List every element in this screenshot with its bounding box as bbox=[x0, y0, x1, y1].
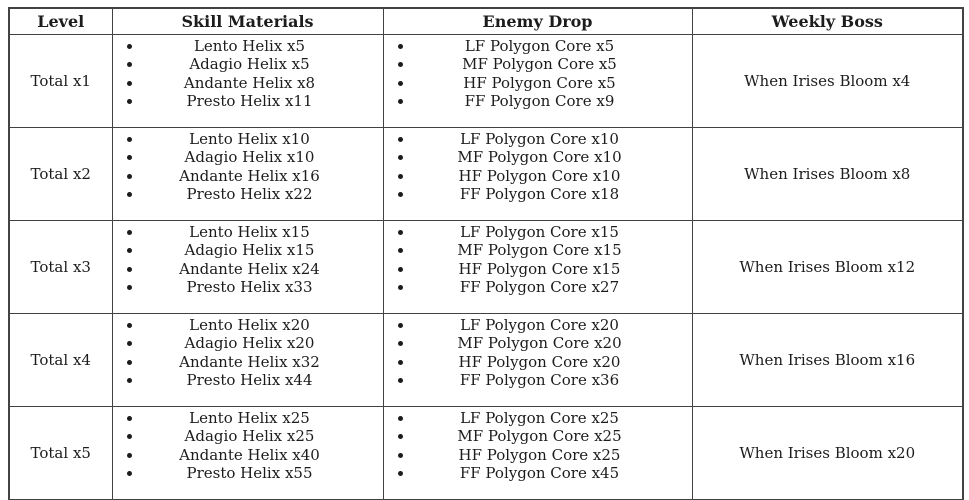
list-item: Andante Helix x40 bbox=[143, 446, 383, 465]
list-item: Presto Helix x33 bbox=[143, 278, 383, 297]
list-item: Lento Helix x25 bbox=[143, 409, 383, 428]
enemy-drop-list: LF Polygon Core x15 MF Polygon Core x15 … bbox=[384, 223, 692, 297]
weekly-boss-cell: When Irises Bloom x12 bbox=[691, 219, 964, 314]
list-item: Adagio Helix x5 bbox=[143, 55, 383, 74]
list-item: LF Polygon Core x10 bbox=[414, 130, 692, 149]
column-header-skill-materials: Skill Materials bbox=[111, 7, 384, 35]
skill-materials-cell: Lento Helix x20 Adagio Helix x20 Andante… bbox=[111, 312, 384, 407]
level-cell: Total x2 bbox=[8, 126, 113, 221]
list-item: FF Polygon Core x18 bbox=[414, 185, 692, 204]
enemy-drop-cell: LF Polygon Core x25 MF Polygon Core x25 … bbox=[382, 405, 693, 500]
list-item: HF Polygon Core x25 bbox=[414, 446, 692, 465]
list-item: MF Polygon Core x20 bbox=[414, 334, 692, 353]
weekly-boss-cell: When Irises Bloom x4 bbox=[691, 33, 964, 128]
enemy-drop-cell: LF Polygon Core x15 MF Polygon Core x15 … bbox=[382, 219, 693, 314]
list-item: MF Polygon Core x10 bbox=[414, 148, 692, 167]
column-header-weekly-boss: Weekly Boss bbox=[691, 7, 964, 35]
table-row: Total x5 Lento Helix x25 Adagio Helix x2… bbox=[8, 405, 964, 500]
table-row: Total x3 Lento Helix x15 Adagio Helix x1… bbox=[8, 219, 964, 314]
list-item: MF Polygon Core x5 bbox=[414, 55, 692, 74]
weekly-boss-cell: When Irises Bloom x20 bbox=[691, 405, 964, 500]
level-materials-table: Level Skill Materials Enemy Drop Weekly … bbox=[8, 7, 964, 500]
skill-materials-cell: Lento Helix x5 Adagio Helix x5 Andante H… bbox=[111, 33, 384, 128]
skill-materials-list: Lento Helix x15 Adagio Helix x15 Andante… bbox=[113, 223, 383, 297]
list-item: LF Polygon Core x20 bbox=[414, 316, 692, 335]
list-item: Lento Helix x10 bbox=[143, 130, 383, 149]
column-header-enemy-drop: Enemy Drop bbox=[382, 7, 693, 35]
enemy-drop-cell: LF Polygon Core x10 MF Polygon Core x10 … bbox=[382, 126, 693, 221]
list-item: Adagio Helix x10 bbox=[143, 148, 383, 167]
enemy-drop-list: LF Polygon Core x5 MF Polygon Core x5 HF… bbox=[384, 37, 692, 111]
table-row: Total x2 Lento Helix x10 Adagio Helix x1… bbox=[8, 126, 964, 221]
list-item: Adagio Helix x25 bbox=[143, 427, 383, 446]
list-item: Andante Helix x8 bbox=[143, 74, 383, 93]
skill-materials-list: Lento Helix x10 Adagio Helix x10 Andante… bbox=[113, 130, 383, 204]
list-item: HF Polygon Core x20 bbox=[414, 353, 692, 372]
list-item: Presto Helix x55 bbox=[143, 464, 383, 483]
list-item: HF Polygon Core x5 bbox=[414, 74, 692, 93]
list-item: Andante Helix x16 bbox=[143, 167, 383, 186]
skill-materials-cell: Lento Helix x25 Adagio Helix x25 Andante… bbox=[111, 405, 384, 500]
list-item: Lento Helix x20 bbox=[143, 316, 383, 335]
list-item: LF Polygon Core x5 bbox=[414, 37, 692, 56]
list-item: HF Polygon Core x15 bbox=[414, 260, 692, 279]
list-item: Presto Helix x44 bbox=[143, 371, 383, 390]
list-item: Lento Helix x15 bbox=[143, 223, 383, 242]
list-item: Lento Helix x5 bbox=[143, 37, 383, 56]
list-item: FF Polygon Core x36 bbox=[414, 371, 692, 390]
level-cell: Total x4 bbox=[8, 312, 113, 407]
skill-materials-list: Lento Helix x25 Adagio Helix x25 Andante… bbox=[113, 409, 383, 483]
list-item: MF Polygon Core x25 bbox=[414, 427, 692, 446]
list-item: Andante Helix x24 bbox=[143, 260, 383, 279]
list-item: FF Polygon Core x27 bbox=[414, 278, 692, 297]
list-item: MF Polygon Core x15 bbox=[414, 241, 692, 260]
skill-materials-list: Lento Helix x5 Adagio Helix x5 Andante H… bbox=[113, 37, 383, 111]
enemy-drop-list: LF Polygon Core x10 MF Polygon Core x10 … bbox=[384, 130, 692, 204]
level-cell: Total x1 bbox=[8, 33, 113, 128]
enemy-drop-cell: LF Polygon Core x20 MF Polygon Core x20 … bbox=[382, 312, 693, 407]
list-item: LF Polygon Core x15 bbox=[414, 223, 692, 242]
enemy-drop-cell: LF Polygon Core x5 MF Polygon Core x5 HF… bbox=[382, 33, 693, 128]
enemy-drop-list: LF Polygon Core x25 MF Polygon Core x25 … bbox=[384, 409, 692, 483]
column-header-level: Level bbox=[8, 7, 113, 35]
list-item: Presto Helix x11 bbox=[143, 92, 383, 111]
skill-materials-cell: Lento Helix x10 Adagio Helix x10 Andante… bbox=[111, 126, 384, 221]
weekly-boss-cell: When Irises Bloom x16 bbox=[691, 312, 964, 407]
list-item: Adagio Helix x15 bbox=[143, 241, 383, 260]
list-item: HF Polygon Core x10 bbox=[414, 167, 692, 186]
level-cell: Total x5 bbox=[8, 405, 113, 500]
level-cell: Total x3 bbox=[8, 219, 113, 314]
list-item: Adagio Helix x20 bbox=[143, 334, 383, 353]
enemy-drop-list: LF Polygon Core x20 MF Polygon Core x20 … bbox=[384, 316, 692, 390]
header-row: Level Skill Materials Enemy Drop Weekly … bbox=[8, 7, 964, 35]
list-item: LF Polygon Core x25 bbox=[414, 409, 692, 428]
skill-materials-cell: Lento Helix x15 Adagio Helix x15 Andante… bbox=[111, 219, 384, 314]
skill-materials-list: Lento Helix x20 Adagio Helix x20 Andante… bbox=[113, 316, 383, 390]
list-item: Andante Helix x32 bbox=[143, 353, 383, 372]
list-item: FF Polygon Core x45 bbox=[414, 464, 692, 483]
table-row: Total x1 Lento Helix x5 Adagio Helix x5 … bbox=[8, 33, 964, 128]
table-row: Total x4 Lento Helix x20 Adagio Helix x2… bbox=[8, 312, 964, 407]
weekly-boss-cell: When Irises Bloom x8 bbox=[691, 126, 964, 221]
list-item: FF Polygon Core x9 bbox=[414, 92, 692, 111]
page: Level Skill Materials Enemy Drop Weekly … bbox=[0, 7, 969, 500]
list-item: Presto Helix x22 bbox=[143, 185, 383, 204]
